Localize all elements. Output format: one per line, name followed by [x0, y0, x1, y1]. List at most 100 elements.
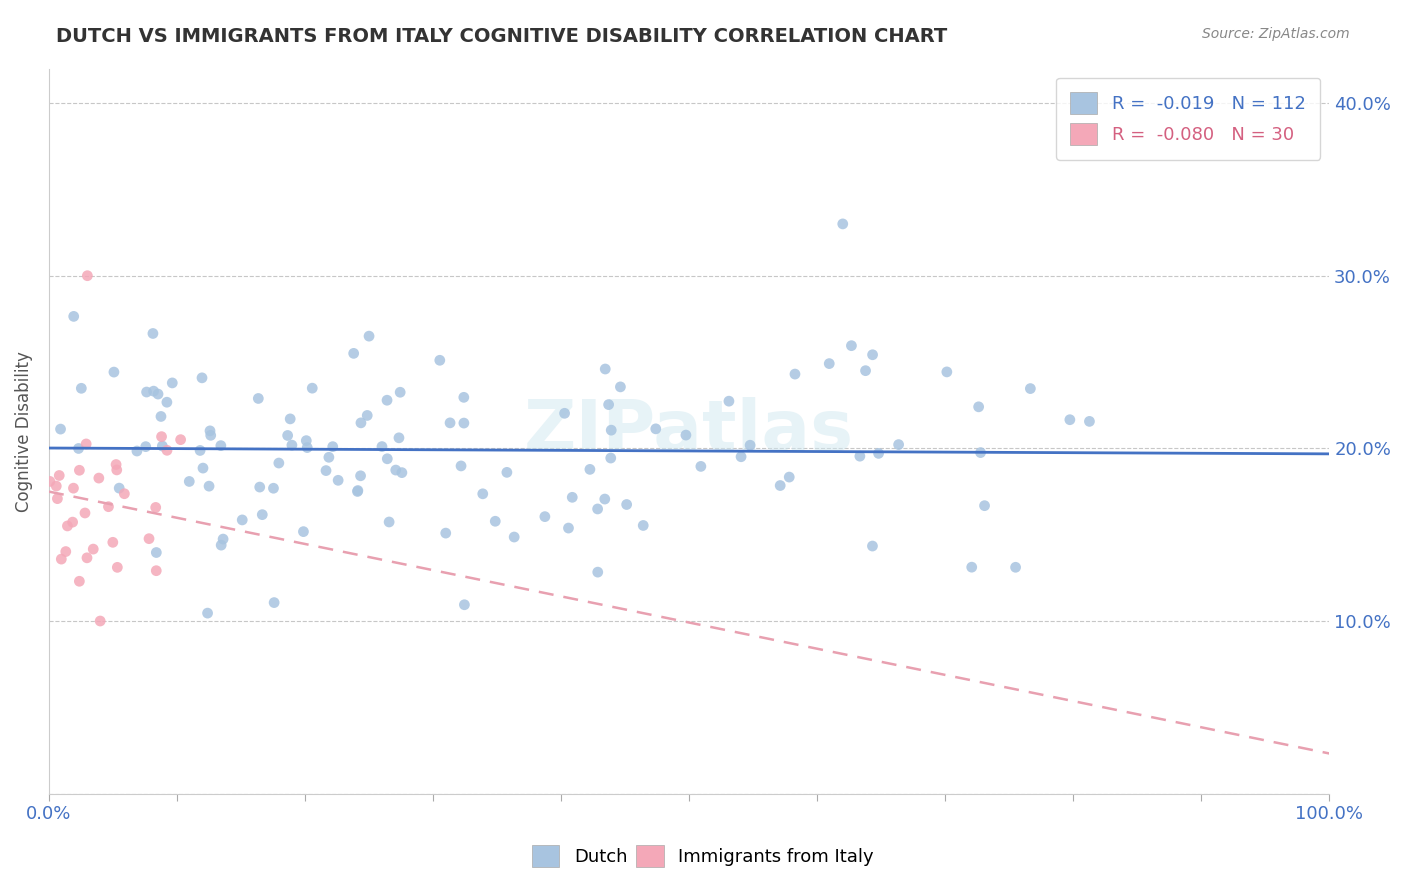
Point	[778, 470, 800, 484]
Point	[200, 428, 222, 442]
Point	[97, 500, 120, 514]
Point	[45, 479, 67, 493]
Point	[371, 440, 394, 454]
Point	[252, 508, 274, 522]
Point	[169, 433, 191, 447]
Point	[388, 431, 411, 445]
Point	[318, 450, 340, 465]
Point	[1059, 413, 1081, 427]
Point	[263, 481, 285, 495]
Point	[142, 326, 165, 341]
Point	[209, 538, 232, 552]
Text: DUTCH VS IMMIGRANTS FROM ITALY COGNITIVE DISABILITY CORRELATION CHART: DUTCH VS IMMIGRANTS FROM ITALY COGNITIVE…	[56, 27, 948, 45]
Point	[862, 539, 884, 553]
Point	[197, 606, 219, 620]
Point	[967, 400, 990, 414]
Point	[1019, 382, 1042, 396]
Point	[55, 544, 77, 558]
Point	[389, 385, 412, 400]
Point	[1004, 560, 1026, 574]
Point	[675, 428, 697, 442]
Point	[887, 437, 910, 451]
Point	[191, 461, 214, 475]
Point	[49, 422, 72, 436]
Point	[142, 384, 165, 399]
Point	[391, 466, 413, 480]
Point	[150, 430, 173, 444]
Point	[868, 446, 890, 460]
Point	[247, 392, 270, 406]
Point	[769, 478, 792, 492]
Point	[453, 598, 475, 612]
Point	[103, 365, 125, 379]
Point	[855, 364, 877, 378]
Point	[249, 480, 271, 494]
Point	[453, 390, 475, 404]
Point	[87, 471, 110, 485]
Point	[346, 484, 368, 499]
Point	[328, 473, 350, 487]
Point	[277, 428, 299, 442]
Point	[156, 443, 179, 458]
Point	[51, 552, 73, 566]
Point	[593, 362, 616, 376]
Point	[281, 438, 304, 452]
Point	[198, 424, 221, 438]
Point	[67, 442, 90, 456]
Point	[70, 381, 93, 395]
Point	[429, 353, 451, 368]
Point	[534, 509, 557, 524]
Point	[349, 468, 371, 483]
Point	[960, 560, 983, 574]
Point	[689, 459, 711, 474]
Point	[179, 475, 201, 489]
Point	[105, 560, 128, 574]
Point	[267, 456, 290, 470]
Point	[46, 491, 69, 506]
Point	[198, 479, 221, 493]
Point	[841, 339, 863, 353]
Point	[598, 398, 620, 412]
Point	[561, 491, 583, 505]
Point	[579, 462, 602, 476]
Point	[600, 423, 623, 437]
Point	[231, 513, 253, 527]
Point	[434, 526, 457, 541]
Y-axis label: Cognitive Disability: Cognitive Disability	[15, 351, 32, 511]
Point	[263, 596, 285, 610]
Point	[145, 564, 167, 578]
Point	[105, 463, 128, 477]
Point	[357, 329, 380, 343]
Point	[145, 545, 167, 559]
Point	[125, 444, 148, 458]
Point	[831, 217, 853, 231]
Point	[631, 518, 654, 533]
Point	[191, 371, 214, 385]
Point	[188, 443, 211, 458]
Text: ZIPatlas: ZIPatlas	[524, 397, 855, 466]
Point	[150, 439, 173, 453]
Point	[644, 422, 666, 436]
Point	[557, 521, 579, 535]
Point	[439, 416, 461, 430]
Point	[484, 514, 506, 528]
Point	[62, 515, 84, 529]
Point	[76, 268, 98, 283]
Point	[101, 535, 124, 549]
Point	[378, 515, 401, 529]
Point	[62, 481, 84, 495]
Point	[969, 445, 991, 459]
Point	[145, 500, 167, 515]
Point	[76, 550, 98, 565]
Point	[67, 463, 90, 477]
Point	[586, 502, 609, 516]
Point	[73, 506, 96, 520]
Point	[112, 487, 135, 501]
Point	[135, 384, 157, 399]
Point	[450, 458, 472, 473]
Point	[89, 614, 111, 628]
Point	[162, 376, 184, 390]
Point	[849, 449, 872, 463]
Point	[862, 348, 884, 362]
Point	[135, 440, 157, 454]
